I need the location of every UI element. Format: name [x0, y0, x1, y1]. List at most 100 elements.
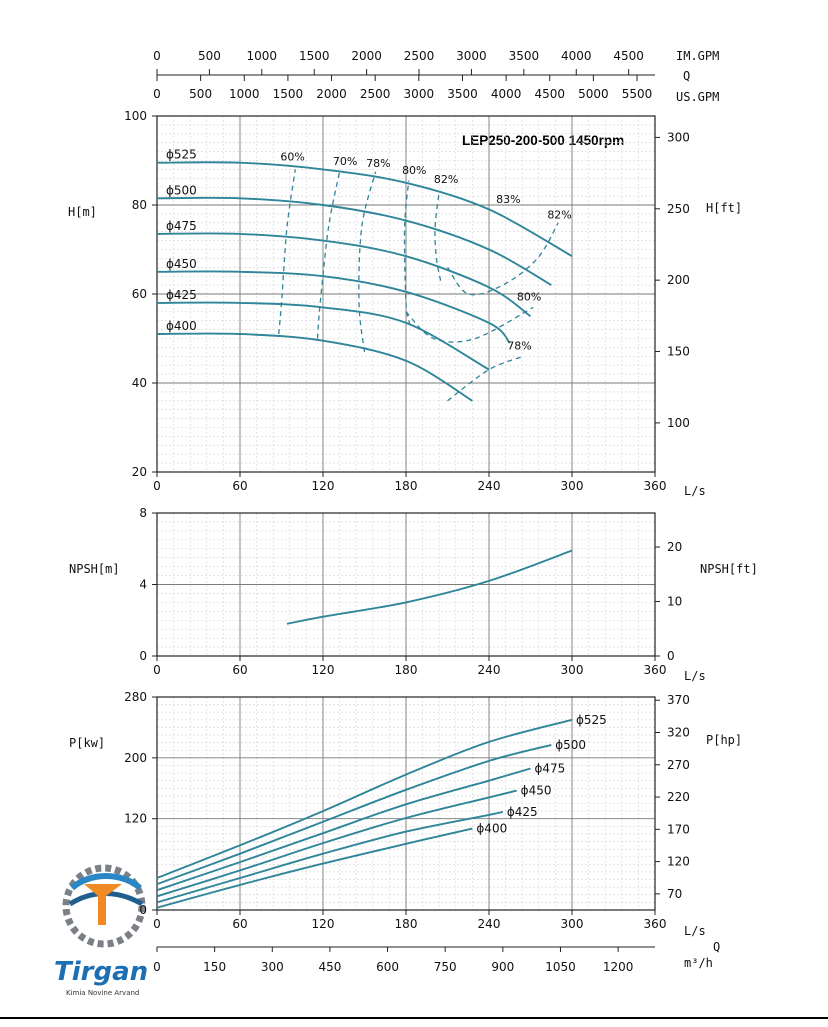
top-imgpm-tick-label: 4000	[561, 49, 592, 63]
npsh-series-1	[286, 549, 573, 625]
efficiency-label-4: 80%	[402, 164, 426, 177]
power-xtick-label: 240	[478, 917, 501, 931]
power-xtick-label: 0	[153, 917, 161, 931]
logo-tagline: Kimia Novine Arvand	[66, 989, 139, 997]
top-imgpm-tick-label: 4500	[613, 49, 644, 63]
power-series-label-1: ϕ525	[576, 713, 607, 727]
efficiency-curve-2	[316, 171, 341, 339]
top-q-label: Q	[683, 69, 690, 83]
npsh-xtick-label: 360	[644, 663, 667, 677]
head-y2tick-label: 250	[667, 202, 690, 216]
head-series-5	[156, 301, 490, 371]
head-ytick-label: 20	[132, 465, 147, 479]
efficiency-curve-5	[434, 191, 442, 281]
head-ytick-label: 80	[132, 198, 147, 212]
power-series-4	[156, 789, 517, 898]
head-series-3	[156, 232, 532, 318]
power-xtick-label: 60	[232, 917, 247, 931]
efficiency-label-6: 83%	[496, 193, 520, 206]
npsh-xtick-label: 0	[153, 663, 161, 677]
top-usgpm-tick-label: 5000	[578, 87, 609, 101]
head-xtick-label: 0	[153, 479, 161, 493]
top-usgpm-tick-label: 0	[153, 87, 161, 101]
efficiency-label-3: 78%	[366, 157, 390, 170]
power-ytick-label: 200	[124, 751, 147, 765]
power-y2tick-label: 320	[667, 726, 690, 740]
impeller-label-5: ϕ425	[166, 288, 197, 302]
head-xtick-label: 240	[478, 479, 501, 493]
power-series-5	[156, 810, 504, 904]
head-ytick-label: 60	[132, 287, 147, 301]
npsh-y2label: NPSH[ft]	[700, 562, 758, 576]
npsh-xtick-label: 240	[478, 663, 501, 677]
bottom-tick-label: 750	[434, 960, 457, 974]
efficiency-curve-6	[446, 222, 559, 296]
head-ytick-label: 100	[124, 109, 147, 123]
top-usgpm-tick-label: 2500	[360, 87, 391, 101]
npsh-ytick-label: 4	[139, 578, 147, 592]
impeller-label-1: ϕ525	[166, 148, 197, 162]
power-ylabel: P[kw]	[69, 736, 105, 750]
efficiency-label-9: 78%	[507, 340, 531, 353]
top-usgpm-tick-label: 3000	[404, 87, 435, 101]
power-y2tick-label: 170	[667, 822, 690, 836]
npsh-y2tick-label: 10	[667, 595, 682, 609]
npsh-y2tick-label: 0	[667, 649, 675, 663]
power-series-2	[156, 743, 552, 885]
bottom-tick-label: 900	[491, 960, 514, 974]
head-y2tick-label: 300	[667, 130, 690, 144]
tirgan-logo: Tirgan Kimia Novine Arvand	[54, 864, 148, 997]
power-ytick-label: 280	[124, 690, 147, 704]
npsh-ytick-label: 0	[139, 649, 147, 663]
head-series-2	[156, 196, 552, 286]
gear-icon	[62, 864, 146, 948]
logo-brand: Tirgan	[54, 957, 148, 987]
bottom-divider	[0, 1017, 828, 1019]
impeller-label-3: ϕ475	[166, 219, 197, 233]
bottom-tick-label: 0	[153, 960, 161, 974]
npsh-grid	[156, 512, 656, 657]
power-series-1	[156, 718, 573, 879]
head-y2label: H[ft]	[706, 201, 742, 215]
top-imgpm-tick-label: 2500	[404, 49, 435, 63]
power-series-label-4: ϕ450	[521, 784, 552, 798]
impeller-label-4: ϕ450	[166, 257, 197, 271]
top-usgpm-tick-label: 500	[189, 87, 212, 101]
npsh-ytick-label: 8	[139, 506, 147, 520]
efficiency-curve-7	[405, 306, 534, 343]
efficiency-curve-4	[403, 180, 411, 326]
power-xtick-label: 360	[644, 917, 667, 931]
top-usgpm-tick-label: 5500	[622, 87, 653, 101]
head-xtick-label: 60	[232, 479, 247, 493]
bottom-tick-label: 1200	[603, 960, 634, 974]
impeller-label-6: ϕ400	[166, 319, 197, 333]
efficiency-label-5: 82%	[434, 173, 458, 186]
npsh-xtick-label: 120	[312, 663, 335, 677]
chart-title: LEP250-200-500 1450rpm	[462, 133, 624, 148]
power-xlabel: L/s	[684, 924, 706, 938]
bottom-q-label: Q	[713, 940, 720, 954]
power-ytick-label: 120	[124, 812, 147, 826]
npsh-xtick-label: 180	[395, 663, 418, 677]
npsh-xtick-label: 300	[561, 663, 584, 677]
efficiency-curve-3	[358, 171, 377, 352]
top-usgpm-tick-label: 3500	[447, 87, 478, 101]
npsh-ylabel: NPSH[m]	[69, 562, 120, 576]
power-xtick-label: 300	[561, 917, 584, 931]
head-y2tick-label: 100	[667, 416, 690, 430]
top-imgpm-tick-label: 0	[153, 49, 161, 63]
top-imgpm-tick-label: 3500	[509, 49, 540, 63]
power-y2tick-label: 270	[667, 758, 690, 772]
power-series-label-3: ϕ475	[535, 762, 566, 776]
head-xlabel: L/s	[684, 484, 706, 498]
power-series-3	[156, 767, 531, 892]
top-imgpm-tick-label: 1000	[247, 49, 278, 63]
efficiency-label-1: 60%	[280, 151, 304, 164]
power-series-6	[156, 827, 473, 909]
efficiency-curve-1	[278, 169, 296, 335]
power-xtick-label: 180	[395, 917, 418, 931]
power-y2tick-label: 220	[667, 790, 690, 804]
top-usgpm-tick-label: 2000	[316, 87, 347, 101]
power-xtick-label: 120	[312, 917, 335, 931]
